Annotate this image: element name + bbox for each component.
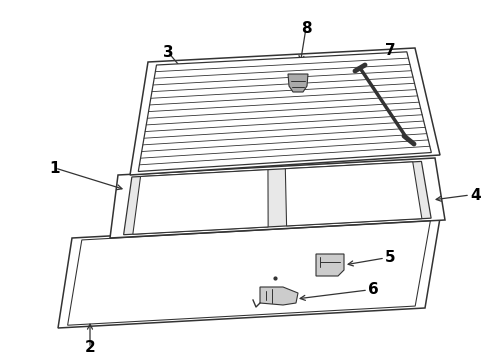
Polygon shape xyxy=(123,161,431,235)
Text: 7: 7 xyxy=(385,42,395,58)
Text: 5: 5 xyxy=(385,251,395,266)
Polygon shape xyxy=(58,218,440,328)
Polygon shape xyxy=(110,158,445,238)
Polygon shape xyxy=(288,74,308,92)
Text: 4: 4 xyxy=(470,188,481,202)
Text: 8: 8 xyxy=(301,21,311,36)
Polygon shape xyxy=(138,52,431,171)
Text: 2: 2 xyxy=(85,341,96,356)
Text: 6: 6 xyxy=(368,283,379,297)
Polygon shape xyxy=(316,254,344,276)
Polygon shape xyxy=(260,287,298,305)
Polygon shape xyxy=(130,48,440,175)
Text: 1: 1 xyxy=(50,161,60,176)
Polygon shape xyxy=(133,170,268,234)
Polygon shape xyxy=(285,162,422,226)
Text: 3: 3 xyxy=(163,45,173,59)
